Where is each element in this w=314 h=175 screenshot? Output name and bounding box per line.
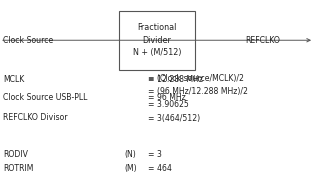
Text: = 12.288 MHz: = 12.288 MHz: [148, 75, 203, 84]
Text: ROTRIM: ROTRIM: [3, 164, 34, 173]
Text: Clock Source USB-PLL: Clock Source USB-PLL: [3, 93, 88, 101]
Text: RODIV: RODIV: [3, 150, 28, 159]
Bar: [119, 10, 195, 70]
Text: (N): (N): [124, 150, 136, 159]
Text: REFCLKO Divisor: REFCLKO Divisor: [3, 114, 68, 122]
Text: Clock Source: Clock Source: [3, 36, 53, 45]
Text: = 3: = 3: [148, 150, 161, 159]
Text: (M): (M): [124, 164, 137, 173]
Text: REFCLKO: REFCLKO: [245, 36, 280, 45]
Text: MCLK: MCLK: [3, 75, 24, 84]
Text: = (Clock source/MCLK)/2
= (96 MHz/12.288 MHz)/2
= 3.90625
= 3(464/512): = (Clock source/MCLK)/2 = (96 MHz/12.288…: [148, 74, 247, 122]
Text: = 96 MHz: = 96 MHz: [148, 93, 185, 101]
Text: Fractional
Divider
N + (M/512): Fractional Divider N + (M/512): [133, 23, 181, 57]
Text: = 464: = 464: [148, 164, 171, 173]
